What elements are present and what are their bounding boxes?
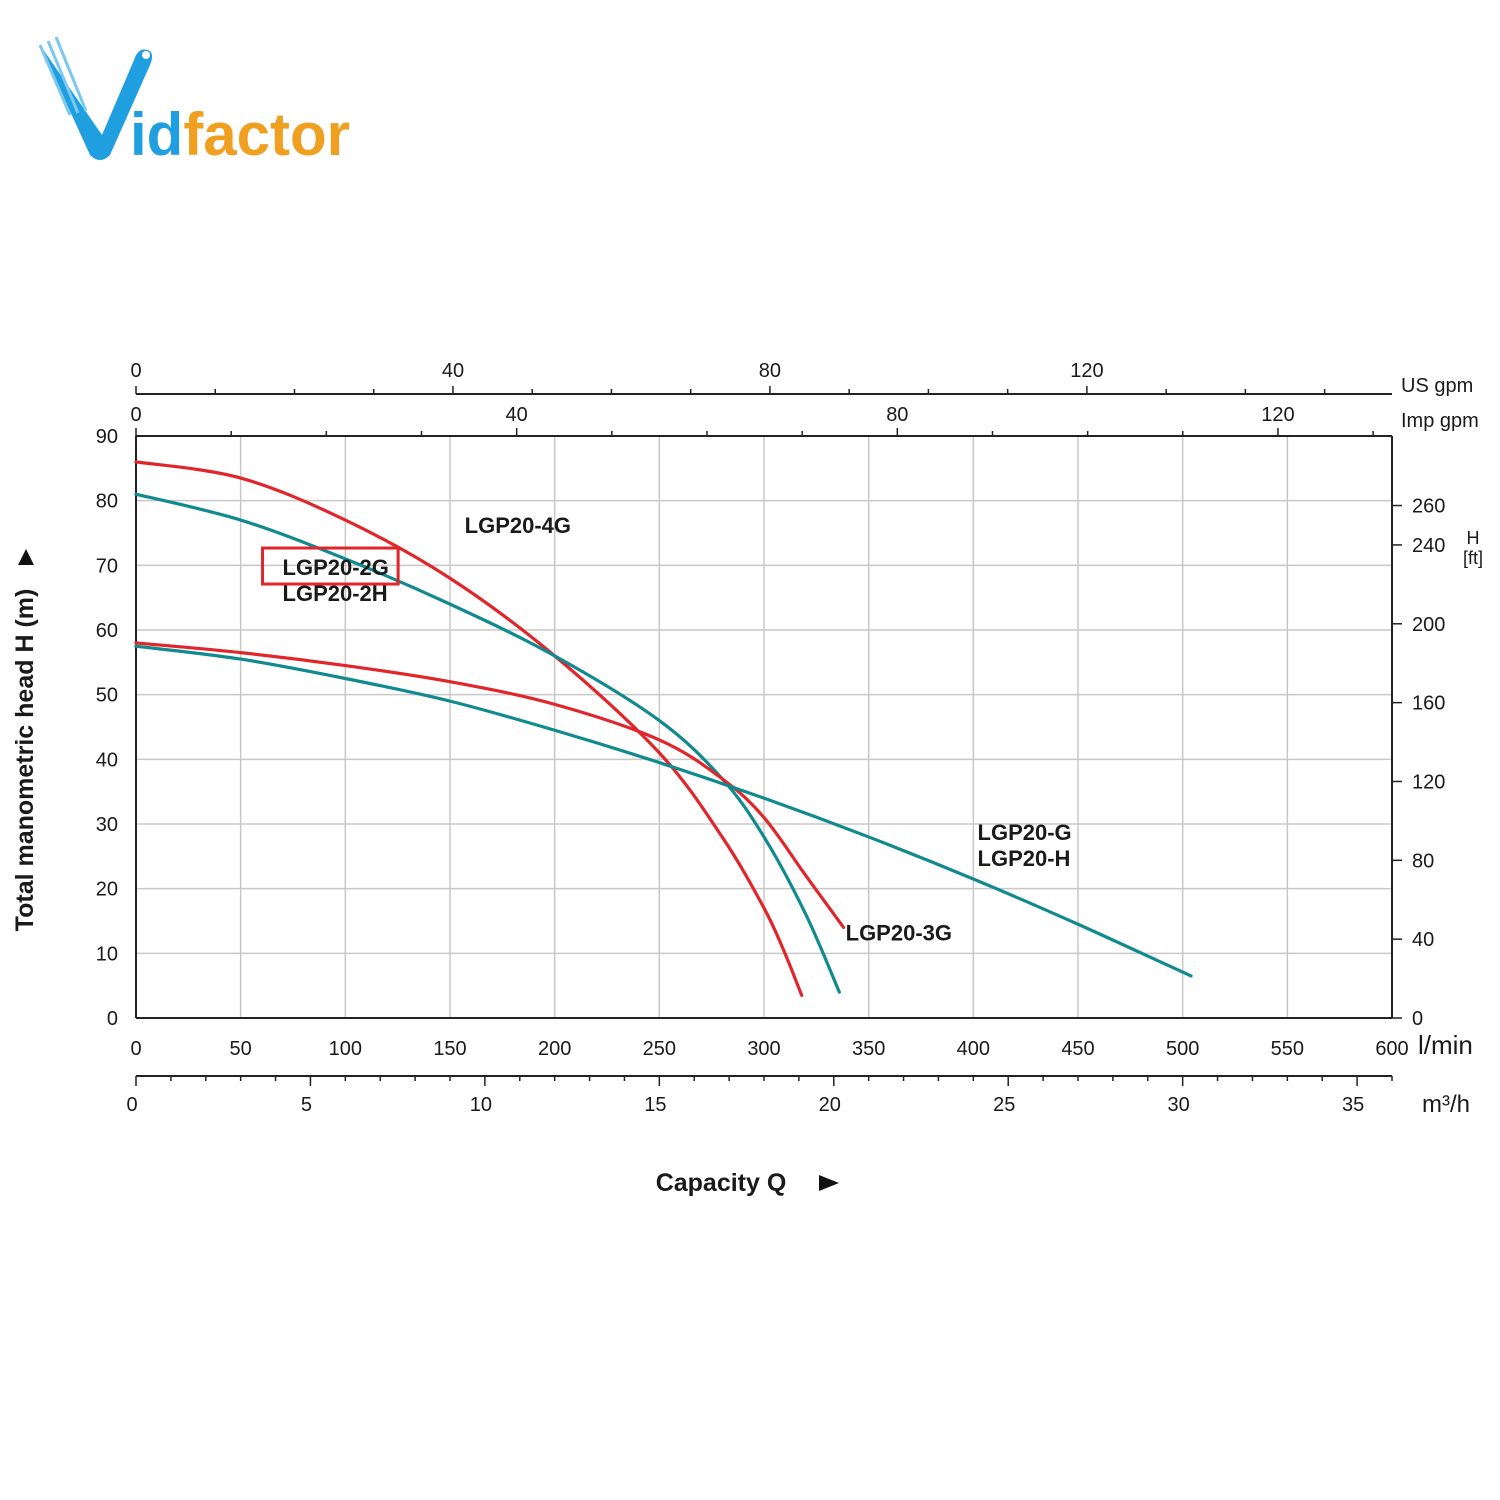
x-tick-label: 250 (643, 1038, 676, 1060)
h-ft-tick-label: 40 (1412, 929, 1434, 951)
series-line-lgp20-3g (134, 641, 846, 930)
x-tick-label: 600 (1375, 1038, 1408, 1060)
x-tick-label: 350 (852, 1038, 885, 1060)
y-axis-arrow-icon (18, 549, 34, 565)
y-tick-label: 70 (96, 555, 118, 577)
series-label: LGP20-3G (846, 920, 952, 945)
imp-gpm-tick-label: 40 (506, 404, 528, 426)
chart-axes (135, 386, 1402, 1086)
series-line-lgp20-4g (134, 460, 804, 997)
y-tick-label: 50 (96, 685, 118, 707)
x-tick-label: 200 (538, 1038, 571, 1060)
us-gpm-tick-label: 120 (1070, 360, 1103, 382)
imp-gpm-unit-label: Imp gpm (1401, 410, 1479, 432)
x-tick-label: 150 (433, 1038, 466, 1060)
y-tick-label: 20 (96, 879, 118, 901)
h-ft-tick-label: 0 (1412, 1008, 1423, 1030)
bird-icon (38, 36, 153, 160)
h-ft-tick-label: 200 (1412, 614, 1445, 636)
m3h-tick-label: 10 (470, 1094, 492, 1116)
x-tick-label: 500 (1166, 1038, 1199, 1060)
x-axis-title: Capacity Q (656, 1169, 787, 1197)
vidfactor-logo: idfactor (38, 36, 350, 168)
highlight-box (261, 546, 400, 586)
x-tick-label: 50 (230, 1038, 252, 1060)
y-tick-label: 10 (96, 943, 118, 965)
y-tick-label: 0 (107, 1008, 118, 1030)
imp-gpm-tick-label: 80 (886, 404, 908, 426)
x-tick-label: 100 (329, 1038, 362, 1060)
h-ft-tick-label: 240 (1412, 535, 1445, 557)
logo-wordmark: idfactor (130, 101, 350, 168)
series-line-lgp20-g (134, 644, 1193, 978)
m3h-tick-label: 35 (1342, 1094, 1364, 1116)
series-label: LGP20-2H (283, 581, 388, 606)
chart-grid (135, 435, 1393, 1019)
h-ft-unit-label: H (1467, 528, 1480, 548)
h-ft-unit-label: [ft] (1463, 548, 1483, 568)
h-ft-tick-label: 260 (1412, 496, 1445, 518)
x-tick-label: 550 (1271, 1038, 1304, 1060)
series-label: LGP20-2G (283, 555, 389, 580)
y-axis-title: Total manometric head H (m) (11, 589, 39, 932)
m3h-tick-label: 15 (644, 1094, 666, 1116)
x-axis-arrow-icon (819, 1175, 839, 1191)
m3h-tick-label: 5 (301, 1094, 312, 1116)
x-tick-label: 400 (957, 1038, 990, 1060)
y-tick-label: 30 (96, 814, 118, 836)
us-gpm-unit-label: US gpm (1401, 375, 1473, 397)
series-label: LGP20-4G (465, 513, 571, 538)
us-gpm-tick-label: 80 (759, 360, 781, 382)
x-tick-label: 450 (1061, 1038, 1094, 1060)
imp-gpm-tick-label: 120 (1261, 404, 1294, 426)
h-ft-tick-label: 80 (1412, 850, 1434, 872)
series-label: LGP20-H (978, 846, 1071, 871)
series-line-lgp20-2g (134, 492, 841, 994)
us-gpm-tick-label: 0 (130, 360, 141, 382)
chart-series (134, 460, 1193, 997)
m3h-tick-label: 25 (993, 1094, 1015, 1116)
series-label: LGP20-G (978, 820, 1072, 845)
y-tick-label: 90 (96, 426, 118, 448)
x-unit-label: l/min (1418, 1030, 1473, 1060)
y-tick-label: 60 (96, 620, 118, 642)
h-ft-tick-label: 160 (1412, 693, 1445, 715)
imp-gpm-tick-label: 0 (130, 404, 141, 426)
y-tick-label: 80 (96, 491, 118, 513)
m3h-tick-label: 20 (819, 1094, 841, 1116)
y-tick-label: 40 (96, 749, 118, 771)
x-tick-label: 300 (747, 1038, 780, 1060)
m3h-unit-label: m³/h (1422, 1091, 1470, 1118)
chart-tick-labels: 0 50 100 150 200 250 300 350 400 450 500 550 6000102… (96, 360, 1483, 1118)
us-gpm-tick-label: 40 (442, 360, 464, 382)
m3h-tick-label: 30 (1168, 1094, 1190, 1116)
m3h-tick-label: 0 (126, 1094, 137, 1116)
h-ft-tick-label: 120 (1412, 771, 1445, 793)
x-tick-label: 0 (130, 1038, 141, 1060)
